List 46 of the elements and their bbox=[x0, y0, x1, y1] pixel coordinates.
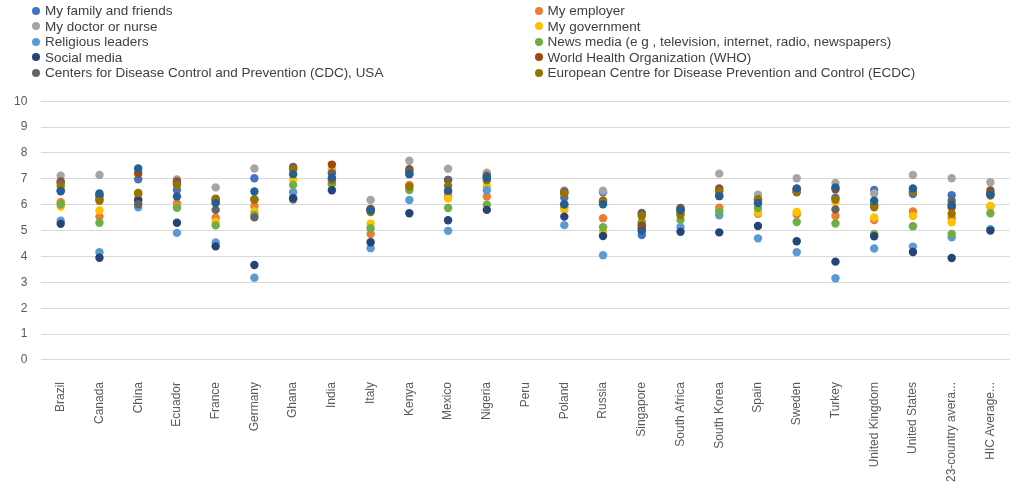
x-tick-label: Russia bbox=[595, 381, 610, 419]
x-tick-label: Mexico bbox=[440, 381, 455, 420]
y-tick-label: 5 bbox=[20, 222, 28, 237]
y-tick-label: 6 bbox=[20, 197, 28, 212]
x-tick-label: United Kingdom bbox=[866, 381, 881, 468]
legend-label: My government bbox=[547, 18, 641, 34]
y-tick-label: 4 bbox=[20, 248, 28, 263]
y-tick-label: 7 bbox=[20, 171, 28, 186]
x-tick-label: Spain bbox=[750, 381, 765, 413]
x-tick-label: Germany bbox=[246, 381, 261, 432]
x-tick-label: Ecuador bbox=[169, 381, 184, 427]
x-tick-label: Peru bbox=[517, 381, 532, 408]
y-tick-label: 2 bbox=[20, 300, 28, 315]
legend-label: European Centre for Disease Prevention and Control (ECDC) bbox=[547, 65, 916, 81]
x-tick-label: South Korea bbox=[711, 381, 726, 449]
x-tick-label: Sweden bbox=[789, 381, 804, 426]
y-tick-label: 10 bbox=[13, 93, 28, 108]
x-tick-label: United States bbox=[905, 381, 920, 454]
x-tick-label: Kenya bbox=[401, 381, 416, 416]
y-tick-label: 8 bbox=[20, 145, 28, 160]
x-tick-label: China bbox=[130, 381, 145, 414]
legend-label: My doctor or nurse bbox=[45, 18, 158, 34]
x-tick-label: France bbox=[207, 381, 222, 420]
legend-label: Religious leaders bbox=[45, 34, 149, 50]
legend-label: My employer bbox=[547, 3, 625, 19]
x-tick-label: Ghana bbox=[285, 381, 300, 418]
x-tick-label: Nigeria bbox=[479, 381, 494, 420]
x-tick-label: 23-country avera... bbox=[943, 381, 958, 483]
legend-label: News media (e g , television, internet, radio, newspapers) bbox=[547, 34, 892, 50]
x-tick-label: India bbox=[324, 381, 339, 408]
legend-label: Centers for Disease Control and Prevention (CDC), USA bbox=[45, 65, 384, 81]
y-tick-label: 0 bbox=[20, 352, 28, 367]
y-tick-label: 1 bbox=[20, 326, 28, 341]
legend-label: Social media bbox=[45, 49, 123, 65]
x-tick-label: Italy bbox=[362, 381, 377, 404]
y-tick-label: 3 bbox=[20, 274, 28, 289]
y-tick-label: 9 bbox=[20, 119, 28, 134]
x-tick-label: Singapore bbox=[634, 381, 649, 437]
x-tick-label: Canada bbox=[91, 381, 106, 424]
x-tick-label: HIC Average... bbox=[982, 381, 997, 460]
legend-label: World Health Organization (WHO) bbox=[547, 49, 752, 65]
x-tick-label: Brazil bbox=[53, 381, 68, 412]
x-tick-label: Turkey bbox=[827, 381, 842, 419]
x-tick-label: South Africa bbox=[672, 381, 687, 447]
legend-label: My family and friends bbox=[45, 3, 173, 19]
x-tick-label: Poland bbox=[556, 381, 571, 420]
